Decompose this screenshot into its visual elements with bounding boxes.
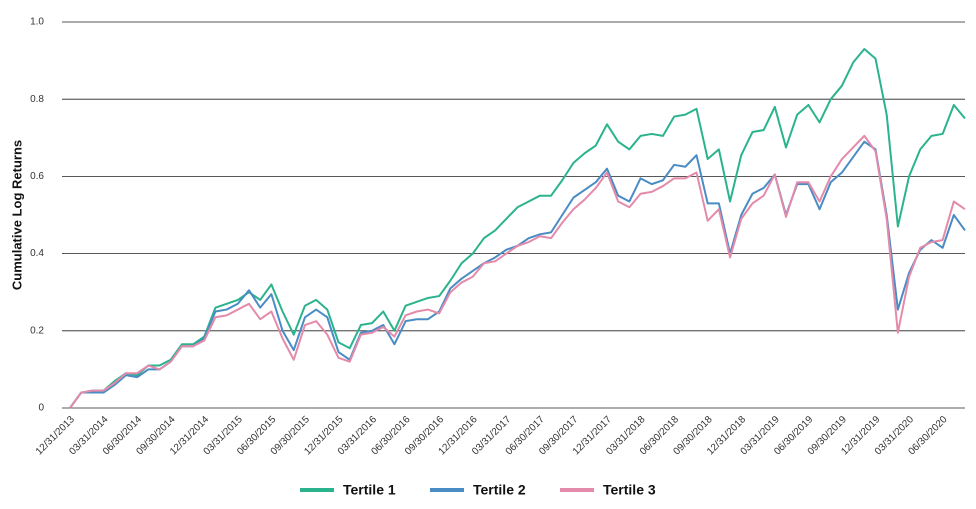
legend-label: Tertile 2 <box>473 482 526 498</box>
y-tick-label: 0.4 <box>30 248 44 259</box>
series-line <box>69 140 966 409</box>
legend-label: Tertile 1 <box>343 482 396 498</box>
y-tick-label: 0.8 <box>30 94 44 105</box>
series-line <box>69 134 966 409</box>
series-line <box>69 48 966 409</box>
y-tick-label: 1.0 <box>30 17 44 28</box>
y-tick-label: 0.2 <box>30 325 44 336</box>
y-tick-label: 0 <box>38 403 44 414</box>
legend-label: Tertile 3 <box>603 482 656 498</box>
y-axis-label: Cumulative Log Returns <box>9 140 24 290</box>
y-tick-label: 0.6 <box>30 171 44 182</box>
